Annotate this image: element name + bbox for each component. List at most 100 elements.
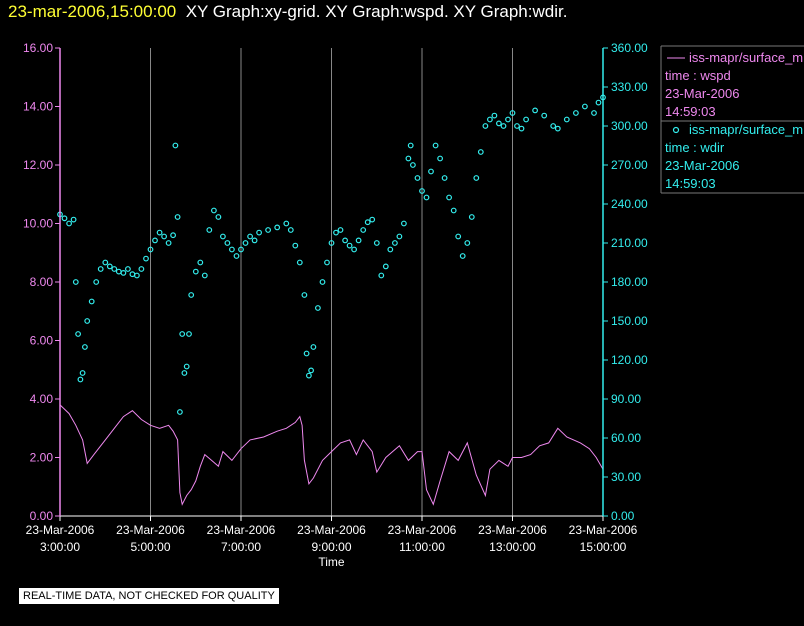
- wdir-point: [66, 220, 72, 227]
- wdir-point: [102, 259, 109, 266]
- wdir-point: [219, 233, 226, 240]
- wdir-point: [242, 240, 249, 246]
- left-tick-label: 6.00: [30, 334, 54, 348]
- wspd-line: [59, 404, 604, 506]
- axes: 23-Mar-2006 3:00:00 23-Mar-2006 5:00:00 23-M…: [23, 41, 648, 569]
- right-tick-label: 270.00: [611, 158, 648, 172]
- wdir-point: [446, 194, 453, 201]
- wdir-point: [505, 116, 511, 123]
- left-tick-label: 10.00: [23, 217, 53, 231]
- wdir-point: [582, 103, 588, 110]
- wdir-point: [401, 220, 407, 227]
- wdir-point: [170, 232, 177, 239]
- wdir-point: [428, 168, 434, 175]
- wdir-point: [541, 112, 548, 119]
- wdir-point: [410, 162, 416, 168]
- wdir-point: [509, 110, 516, 116]
- header-datetime: 23-mar-2006,15:00:00: [8, 2, 177, 21]
- x-tick-time: 11:00:00: [399, 540, 445, 554]
- legend-date: 23-Mar-2006: [665, 158, 739, 173]
- wdir-point: [176, 409, 183, 415]
- left-tick-label: 2.00: [30, 451, 54, 465]
- left-tick-label: 0.00: [30, 509, 54, 523]
- wdir-point: [165, 240, 172, 246]
- wdir-point: [310, 344, 317, 350]
- wdir-point: [224, 240, 231, 246]
- x-tick-time: 5:00:00: [130, 540, 170, 554]
- wdir-point: [355, 237, 362, 244]
- wdir-point: [81, 344, 88, 350]
- wdir-point: [124, 266, 131, 272]
- wdir-point: [487, 116, 493, 123]
- wdir-point: [441, 175, 448, 181]
- wdir-point: [133, 272, 140, 279]
- grid-lines: [150, 48, 513, 516]
- left-tick-label: 12.00: [23, 158, 53, 172]
- wdir-point: [455, 233, 462, 240]
- wdir-point: [186, 331, 192, 337]
- wdir-point: [414, 175, 421, 181]
- wdir-point: [554, 125, 561, 132]
- wdir-point: [256, 229, 263, 236]
- legend-time: 14:59:03: [665, 176, 716, 191]
- legend-circle-marker: [672, 126, 680, 134]
- right-tick-label: 210.00: [611, 236, 648, 250]
- wdir-point: [532, 107, 538, 114]
- x-tick-time: 9:00:00: [311, 540, 351, 554]
- wdir-point: [392, 240, 398, 246]
- wdir-point: [315, 305, 321, 311]
- wdir-point: [595, 99, 602, 106]
- wdir-point: [79, 370, 86, 376]
- right-tick-label: 180.00: [611, 275, 648, 289]
- legend-date: 23-Mar-2006: [665, 86, 739, 101]
- wdir-point: [303, 350, 310, 357]
- right-tick-label: 240.00: [611, 197, 648, 211]
- x-tick-date: 23-Mar-2006: [26, 523, 95, 537]
- wdir-point: [491, 112, 498, 119]
- right-tick-label: 30.00: [611, 470, 641, 484]
- wdir-point: [192, 268, 199, 275]
- wdir-point: [72, 279, 79, 285]
- wspd-series: [59, 404, 604, 506]
- x-tick-date: 23-Mar-2006: [478, 523, 547, 537]
- wdir-point: [351, 246, 358, 253]
- wdir-point: [287, 227, 294, 233]
- header-graph-titles: XY Graph:xy-grid. XY Graph:wspd. XY Grap…: [185, 2, 568, 21]
- wdir-point: [468, 214, 475, 220]
- wdir-point: [563, 116, 570, 123]
- wdir-point: [328, 240, 335, 246]
- wdir-point: [156, 229, 163, 236]
- x-tick-time: 15:00:00: [580, 540, 627, 554]
- wdir-point: [265, 227, 272, 233]
- wdir-point: [382, 263, 389, 270]
- wdir-point: [500, 123, 507, 129]
- wdir-point: [179, 331, 186, 337]
- wdir-point: [459, 253, 466, 259]
- wdir-point: [496, 120, 502, 127]
- left-tick-label: 16.00: [23, 41, 53, 55]
- right-tick-label: 0.00: [611, 509, 635, 523]
- wdir-point: [419, 188, 425, 194]
- wdir-point: [333, 229, 339, 236]
- wdir-point: [378, 272, 385, 279]
- right-tick-label: 90.00: [611, 392, 641, 406]
- wdir-point: [283, 220, 290, 227]
- wdir-point: [147, 246, 154, 253]
- wdir-point: [210, 207, 217, 214]
- right-tick-label: 120.00: [611, 353, 648, 367]
- left-tick-label: 14.00: [23, 100, 53, 114]
- x-tick-date: 23-Mar-2006: [207, 523, 276, 537]
- wdir-point: [70, 216, 77, 223]
- wdir-point: [319, 279, 326, 285]
- wdir-point: [188, 292, 195, 298]
- wdir-point: [591, 110, 597, 116]
- legend-series: iss-mapr/surface_m: [689, 50, 803, 65]
- wdir-point: [161, 233, 168, 240]
- wdir-point: [75, 331, 81, 337]
- right-tick-label: 300.00: [611, 119, 648, 133]
- wdir-point: [115, 268, 122, 275]
- wdir-point: [523, 116, 529, 123]
- wdir-point: [364, 219, 371, 226]
- wdir-point: [342, 237, 349, 244]
- wdir-point: [407, 142, 414, 149]
